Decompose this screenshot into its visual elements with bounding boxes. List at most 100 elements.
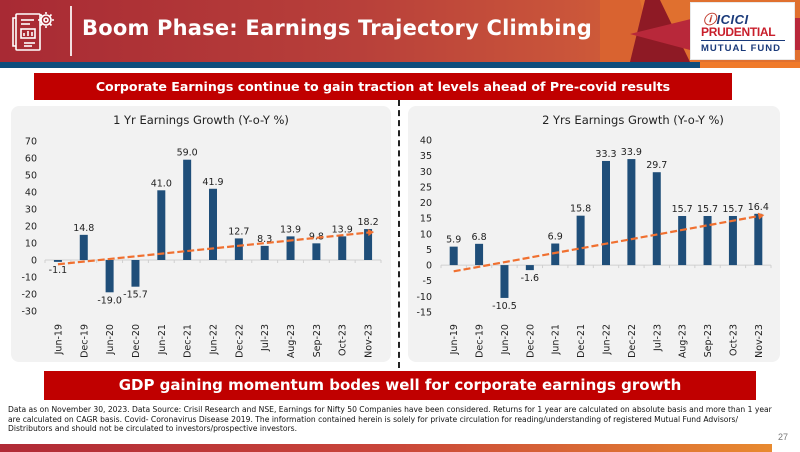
data-label: 5.9 (446, 235, 461, 246)
y-tick-label: 20 (420, 198, 432, 209)
data-label: 15.7 (697, 204, 718, 215)
x-tick-label: Jun-21 (157, 324, 168, 355)
data-label: 41.9 (202, 177, 223, 188)
report-gear-icon (12, 12, 54, 51)
y-tick-label: -5 (423, 276, 432, 287)
x-tick-label: Dec-22 (234, 324, 245, 358)
x-tick-label: Jun-22 (602, 324, 613, 355)
data-label: -15.7 (123, 290, 148, 301)
y-tick-label: -10 (416, 292, 432, 303)
x-tick-label: Dec-21 (183, 324, 194, 358)
y-tick-label: 10 (25, 239, 37, 250)
bar (652, 172, 661, 266)
data-label: 6.9 (548, 232, 563, 243)
bar (286, 236, 295, 260)
header-underline-accent (700, 62, 800, 68)
x-tick-label: Oct-23 (728, 324, 739, 356)
bar (209, 188, 217, 260)
x-tick-label: Dec-20 (131, 324, 142, 358)
bar (678, 215, 687, 266)
x-tick-label: Dec-19 (475, 324, 486, 358)
bar (525, 265, 534, 271)
header-separator (70, 6, 72, 56)
x-tick-label: Aug-23 (678, 324, 689, 358)
y-tick-label: 50 (25, 171, 37, 182)
y-tick-label: 0 (31, 256, 37, 267)
data-label: 8.3 (257, 234, 272, 245)
bar (364, 229, 373, 260)
bar (449, 246, 458, 266)
x-tick-label: Aug-23 (286, 324, 297, 358)
logo-mutual-fund-text: MUTUAL FUND (701, 43, 781, 54)
bar (260, 245, 269, 260)
bar (475, 243, 484, 266)
y-tick-label: 35 (420, 151, 432, 162)
bar (105, 260, 114, 293)
y-tick-label: -10 (21, 273, 37, 284)
data-label: 13.9 (280, 224, 301, 235)
data-label: 41.0 (151, 178, 172, 189)
y-tick-label: 10 (420, 229, 432, 240)
page-number: 27 (778, 432, 789, 442)
top-banner-text: Corporate Earnings continue to gain trac… (34, 73, 732, 100)
data-label: -10.5 (492, 301, 517, 312)
bar (157, 190, 166, 260)
y-tick-label: 70 (25, 137, 37, 148)
data-label: 12.7 (228, 226, 249, 237)
data-label: -1.1 (49, 265, 68, 276)
x-tick-label: Jun-19 (449, 324, 460, 355)
data-label: 29.7 (646, 160, 667, 171)
data-label: 16.4 (748, 202, 769, 213)
chart-panel-2yr: 2 Yrs Earnings Growth (Y-o-Y %) 40 35 30 25 2… (408, 106, 780, 362)
x-tick-label: Sep-23 (703, 324, 714, 357)
bar (627, 159, 636, 266)
header-bar: Boom Phase: Earnings Trajectory Climbing… (0, 0, 800, 62)
data-label: 18.2 (357, 217, 378, 228)
x-tick-label: Nov-23 (754, 324, 765, 358)
x-tick-label: Jul-23 (260, 324, 271, 352)
bar (53, 260, 62, 262)
data-label: -1.6 (521, 273, 540, 284)
data-label: 13.9 (332, 224, 353, 235)
y-tick-label: 30 (25, 205, 37, 216)
x-tick-label: Sep-23 (312, 324, 323, 357)
bar (551, 243, 560, 266)
x-tick-label: Jun-20 (500, 324, 511, 355)
x-tick-label: Dec-20 (525, 324, 536, 358)
bar (79, 234, 88, 260)
x-tick-label: Oct-23 (338, 324, 349, 356)
chart-2yr-earnings-growth: 2 Yrs Earnings Growth (Y-o-Y %) 40 35 30 25 2… (416, 113, 772, 358)
bar (754, 213, 763, 266)
data-label: 9.8 (309, 231, 324, 242)
trendline-arrowhead (757, 212, 765, 220)
bar (728, 215, 737, 266)
logo-divider (701, 40, 785, 41)
data-label: 33.3 (595, 149, 616, 160)
bar (703, 215, 712, 266)
header-underline (0, 62, 800, 68)
y-tick-label: 20 (25, 222, 37, 233)
chart-panel-1yr: 1 Yr Earnings Growth (Y-o-Y %) 70 60 50 40 30… (11, 106, 391, 362)
y-tick-label: 0 (426, 261, 432, 272)
logo-prudential-text: PRUDENTIAL (701, 25, 776, 39)
chart-1yr-earnings-growth: 1 Yr Earnings Growth (Y-o-Y %) 70 60 50 40 30… (21, 113, 382, 358)
x-tick-label: Dec-22 (627, 324, 638, 358)
y-tick-label: 60 (25, 154, 37, 165)
y-tick-label: 5 (426, 245, 432, 256)
bar (500, 265, 509, 298)
data-label: 14.8 (73, 223, 94, 234)
x-tick-label: Dec-21 (576, 324, 587, 358)
x-tick-label: Jun-20 (105, 324, 116, 355)
logo-icici-text: ⓘICICI (703, 12, 749, 27)
y-tick-label: -30 (21, 307, 37, 318)
chart-title: 2 Yrs Earnings Growth (Y-o-Y %) (542, 113, 724, 127)
page-title: Boom Phase: Earnings Trajectory Climbing… (82, 16, 632, 40)
x-tick-label: Jul-23 (652, 324, 663, 352)
data-label: 15.7 (672, 204, 693, 215)
icici-prudential-logo: ⓘICICI PRUDENTIAL MUTUAL FUND (690, 2, 795, 60)
x-tick-label: Jun-22 (209, 324, 220, 355)
data-label: 59.0 (177, 148, 198, 159)
footnote-disclaimer: Data as on November 30, 2023. Data Sourc… (8, 405, 772, 434)
bar (576, 215, 585, 266)
y-tick-label: 25 (420, 182, 432, 193)
